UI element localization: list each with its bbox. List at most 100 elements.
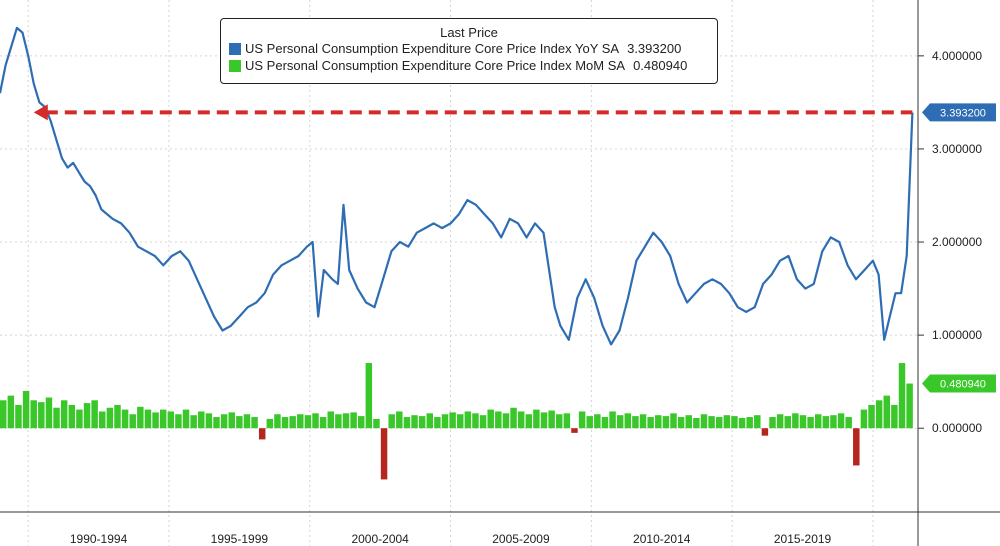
mom-bar <box>258 428 266 440</box>
mom-bar <box>365 363 373 429</box>
mom-bar <box>114 404 121 429</box>
x-period-label-0: 1990-1994 <box>70 532 128 546</box>
mom-bar <box>845 417 852 429</box>
mom-bar <box>525 414 533 429</box>
mom-bar <box>388 414 395 429</box>
mom-bar <box>411 415 418 429</box>
y-tick-label-3: 1.000000 <box>932 328 982 342</box>
mom-bar <box>7 395 15 429</box>
mom-bar <box>662 416 670 429</box>
mom-bar <box>761 428 769 436</box>
mom-bar <box>746 417 753 429</box>
mom-bar <box>418 416 426 429</box>
legend: Last Price US Personal Consumption Expen… <box>220 18 718 84</box>
x-period-label-1: 1995-1999 <box>211 532 269 546</box>
legend-label-yoy: US Personal Consumption Expenditure Core… <box>245 41 620 56</box>
mom-bar <box>137 406 144 429</box>
mom-bar <box>457 414 464 429</box>
mom-bar <box>266 418 274 429</box>
mom-bar <box>860 409 868 429</box>
mom-bar-series <box>0 363 913 480</box>
legend-label-mom: US Personal Consumption Expenditure Core… <box>245 58 626 73</box>
mom-bar <box>167 411 175 429</box>
mom-bar <box>441 414 449 429</box>
mom-bar <box>769 417 776 429</box>
mom-bar <box>639 414 647 429</box>
mom-bar <box>182 409 190 429</box>
mom-bar <box>327 411 334 429</box>
mom-bar <box>60 400 68 429</box>
mom-bar <box>297 414 304 429</box>
legend-entry-mom: US Personal Consumption Expenditure Core… <box>229 57 717 74</box>
mom-bar <box>738 417 746 429</box>
mom-bar <box>540 412 548 429</box>
mom-bar <box>274 414 281 429</box>
mom-bar <box>205 413 213 429</box>
mom-last-callout-label: 0.480940 <box>940 378 986 390</box>
mom-bar <box>517 411 525 429</box>
mom-bar <box>594 414 601 429</box>
mom-bar <box>837 413 845 429</box>
mom-bar <box>807 417 814 429</box>
mom-bar <box>53 407 60 429</box>
mom-bar <box>22 390 30 429</box>
mom-bar <box>152 412 159 429</box>
mom-bar <box>228 412 235 429</box>
mom-bar <box>479 415 487 429</box>
mom-bar <box>213 417 220 429</box>
mom-bar <box>472 413 479 429</box>
mom-bar <box>533 409 540 429</box>
mom-bar <box>647 417 654 429</box>
mom-bar <box>243 414 251 429</box>
legend-value-mom: 0.480940 <box>633 58 688 73</box>
mom-bar <box>45 397 53 429</box>
mom-bar <box>700 414 708 429</box>
last-price-callout-bg <box>922 103 996 122</box>
mom-bar <box>38 402 45 429</box>
mom-bar <box>83 403 91 429</box>
mom-bar <box>357 416 365 429</box>
mom-bar <box>380 428 388 480</box>
mom-bar <box>76 409 83 429</box>
mom-bar <box>731 416 738 429</box>
mom-bar <box>906 383 913 429</box>
mom-last-callout: 0.480940 <box>922 374 996 393</box>
mom-bar <box>236 416 243 429</box>
mom-bar <box>563 413 571 429</box>
reference-arrowhead <box>33 104 48 121</box>
mom-bar <box>898 363 906 429</box>
mom-bar <box>91 400 98 429</box>
y-tick-label-2: 2.000000 <box>932 235 982 249</box>
mom-bar <box>121 409 129 429</box>
x-period-label-4: 2010-2014 <box>633 532 691 546</box>
mom-bar <box>159 409 167 429</box>
yoy-line-series <box>0 26 914 346</box>
mom-bar <box>586 416 593 429</box>
mom-bar <box>616 415 624 429</box>
mom-bar <box>106 407 114 429</box>
legend-swatch-yoy <box>229 42 241 55</box>
mom-bar <box>830 415 837 429</box>
legend-value-yoy: 3.393200 <box>627 41 682 56</box>
mom-bar <box>891 404 898 429</box>
mom-bar <box>495 411 502 429</box>
mom-bar <box>677 417 685 429</box>
mom-bar <box>624 413 632 429</box>
mom-bar <box>68 404 76 429</box>
mom-bar <box>190 415 197 429</box>
mom-bar <box>15 404 22 429</box>
mom-bar <box>350 412 357 429</box>
mom-bar <box>198 411 205 429</box>
mom-bar <box>548 410 555 429</box>
mom-bar <box>396 411 403 429</box>
mom-bar <box>0 400 7 429</box>
mom-bar <box>814 414 822 429</box>
y-tick-label-4: 0.000000 <box>932 421 982 435</box>
mom-bar <box>510 407 517 429</box>
mom-bar <box>578 411 586 429</box>
mom-bar <box>715 417 723 429</box>
mom-bar <box>708 416 715 429</box>
mom-bar <box>281 417 289 429</box>
mom-bar <box>373 418 380 429</box>
mom-bar <box>342 413 350 429</box>
